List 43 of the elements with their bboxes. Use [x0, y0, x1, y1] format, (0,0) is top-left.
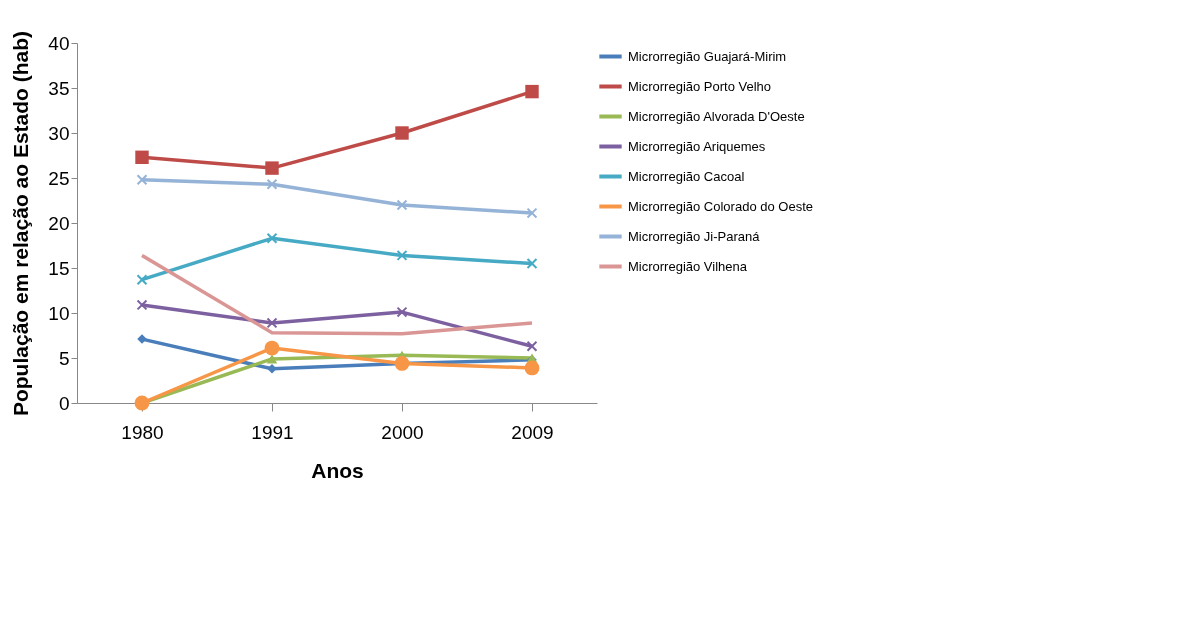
y-tick-label: 0: [58, 392, 70, 414]
x-tick-label: 2000: [381, 421, 424, 443]
y-tick-label: 35: [48, 77, 70, 99]
point: [266, 354, 278, 364]
legend-label: Microrregião Porto Velho: [628, 78, 772, 94]
legend-label: Microrregião Vilhena: [628, 258, 748, 274]
legend-label: Microrregião Ariquemes: [628, 138, 766, 154]
point: [266, 232, 278, 244]
point: [264, 340, 280, 356]
x-tick-label: 2009: [511, 421, 554, 443]
y-tick-label: 40: [48, 32, 70, 54]
point: [265, 161, 279, 175]
point: [266, 317, 278, 329]
point: [136, 174, 148, 186]
y-tick-label: 10: [48, 302, 70, 324]
point: [135, 150, 149, 165]
point: [524, 360, 540, 376]
x-tick-label: 1980: [121, 421, 164, 443]
y-tick-label: 15: [48, 257, 70, 279]
y-tick-label: 25: [48, 167, 70, 189]
point: [136, 299, 148, 311]
legend-label: Microrregião Alvorada D'Oeste: [628, 108, 805, 124]
point: [395, 126, 409, 140]
legend-label: Microrregião Ji-Paraná: [628, 228, 761, 244]
point: [136, 274, 148, 286]
point: [396, 199, 408, 211]
point: [526, 340, 538, 352]
legend-label: Microrregião Guajará-Mirim: [628, 48, 787, 64]
y-tick-label: 5: [58, 347, 70, 369]
y-tick-label: 20: [48, 212, 70, 234]
point: [526, 258, 538, 269]
y-axis-title: População em relação ao Estado (hab): [9, 30, 33, 417]
legend-label: Microrregião Colorado do Oeste: [628, 198, 813, 214]
point: [266, 178, 278, 190]
x-axis-title: Anos: [311, 458, 364, 482]
y-tick-label: 30: [48, 122, 70, 144]
point: [526, 207, 538, 219]
line-series: [140, 253, 534, 336]
point: [396, 306, 408, 318]
x-tick-label: 1991: [251, 421, 294, 443]
point: [396, 249, 408, 261]
legend-label: Microrregião Cacoal: [628, 168, 745, 184]
point: [525, 84, 539, 99]
